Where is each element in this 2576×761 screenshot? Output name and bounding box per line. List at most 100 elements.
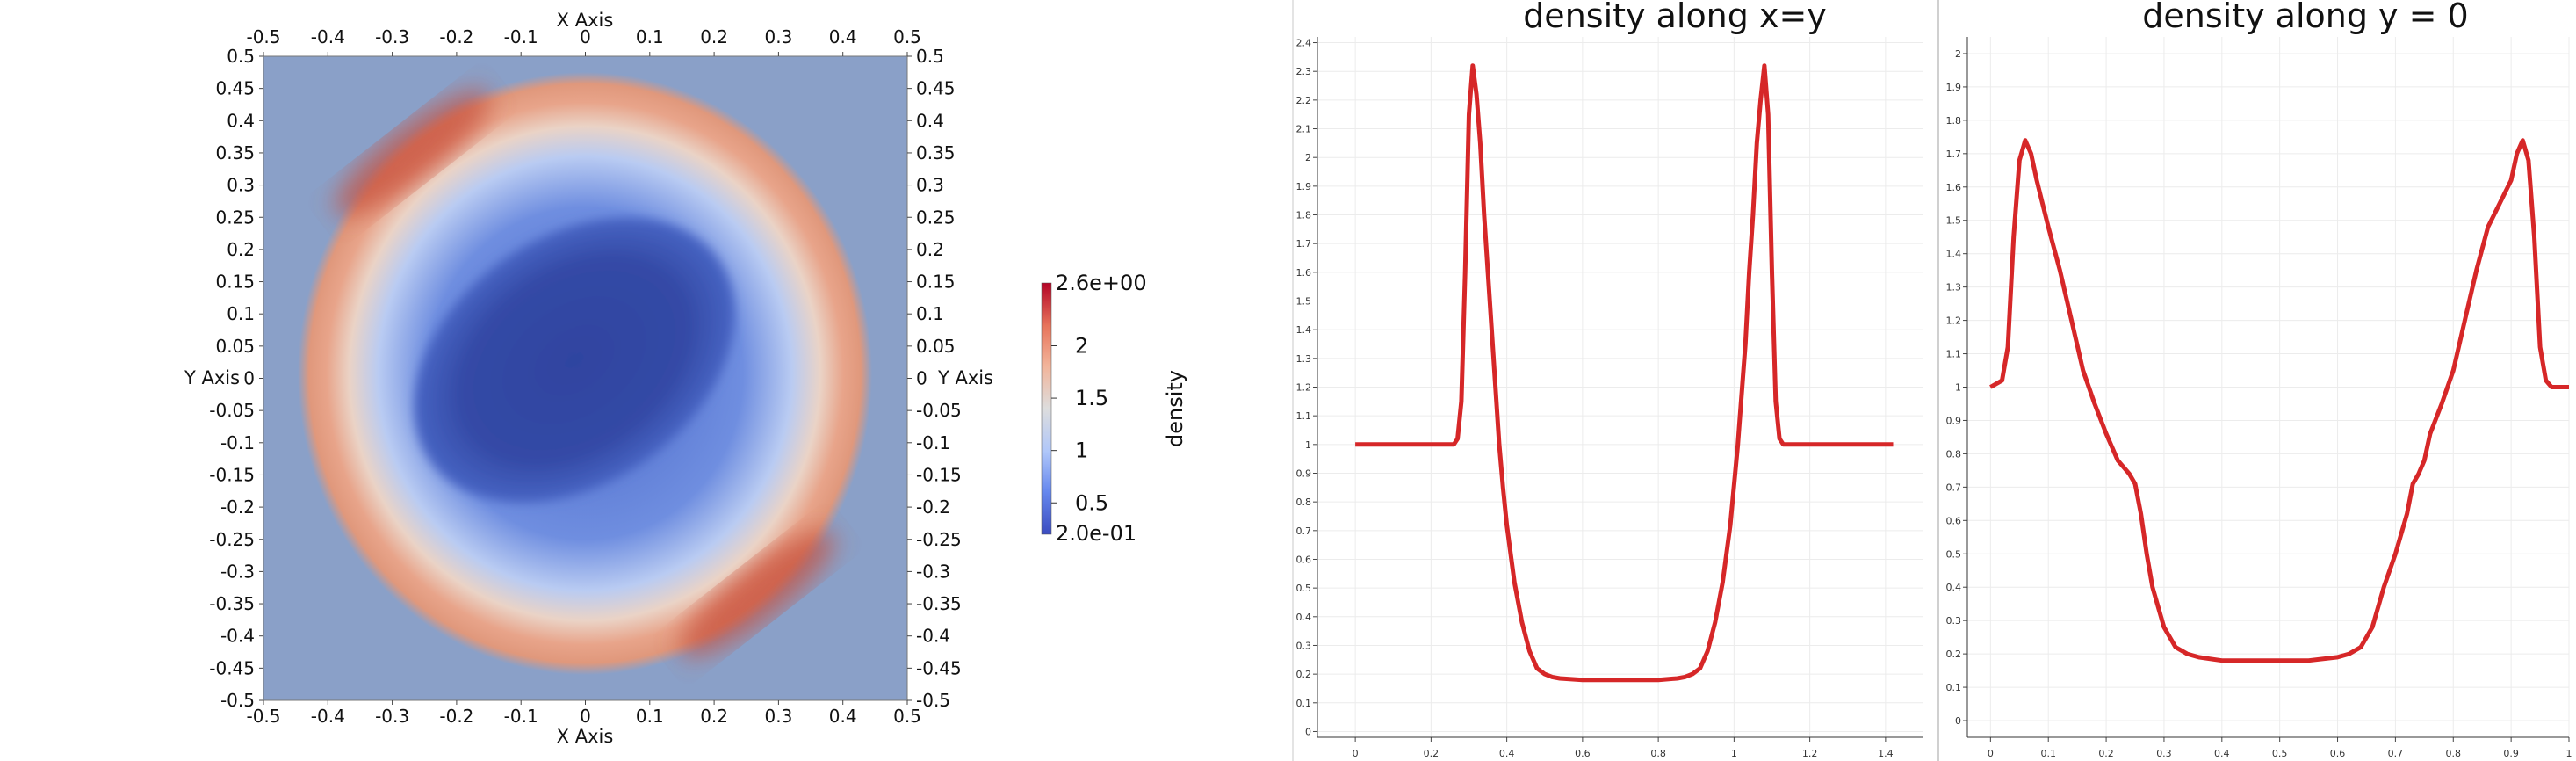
line-chart-diagonal-y-tick-label: 1.7 <box>1296 238 1312 250</box>
line-chart-diagonal-y-tick-label: 1.3 <box>1296 353 1312 365</box>
line-chart-y0-y-tick-label: 0.8 <box>1946 448 1962 460</box>
heatmap-y-tick-label-right: -0.35 <box>916 593 962 614</box>
heatmap-y-tick-label-left: 0.15 <box>215 272 255 293</box>
shock-ring-hot-sw <box>679 530 835 657</box>
line-chart-y0-x-tick-label: 0.4 <box>2214 748 2230 759</box>
heatmap-y-tick-label-right: 0.5 <box>916 46 944 67</box>
heatmap-y-tick-label-right: 0.1 <box>916 303 944 324</box>
heatmap-x-tick-label-bottom: 0.1 <box>636 706 664 727</box>
heatmap-x-tick-label-bottom: 0.3 <box>764 706 792 727</box>
heatmap-x-tick-label-top: 0 <box>580 26 591 47</box>
heatmap-y-tick-label-right: 0.15 <box>916 272 956 293</box>
colorbar-min-label: 2.0e-01 <box>1056 521 1136 546</box>
density-heatmap: -0.5 -0.5 -0.4 -0.4 -0.3 -0.3 -0.2 -0.2 -0.1 -0.1… <box>184 10 993 747</box>
heatmap-x-tick-label-top: 0.4 <box>829 26 857 47</box>
heatmap-y-tick-label-right: -0.4 <box>916 626 950 647</box>
heatmap-x-tick-label-bottom: 0.2 <box>700 706 728 727</box>
heatmap-y-tick-label-left: 0.2 <box>227 239 255 260</box>
colorbar-title: density <box>1163 370 1187 447</box>
line-chart-y0-x-tick-label: 0 <box>1988 748 1994 759</box>
heatmap-y-tick-label-right: -0.2 <box>916 496 950 518</box>
line-chart-y0-series <box>1989 138 2569 663</box>
heatmap-x-tick-label-bottom: -0.2 <box>439 706 473 727</box>
heatmap-y-tick-label-right: -0.25 <box>916 529 962 550</box>
heatmap-y-tick-label-right: -0.45 <box>916 657 962 678</box>
heatmap-x-axis-title-bottom: X Axis <box>557 726 614 747</box>
line-chart-diagonal-y-tick-label: 0.6 <box>1296 554 1312 565</box>
line-chart-y0-x-tick-label: 0.7 <box>2388 748 2404 759</box>
line-chart-diagonal-y-tick-label: 0 <box>1305 726 1311 737</box>
line-chart-diagonal-x-tick-label: 0 <box>1353 748 1359 759</box>
heatmap-y-tick-label-right: 0.35 <box>916 142 956 163</box>
line-chart-y0-y-tick-label: 1.9 <box>1946 82 1962 93</box>
line-chart-y0-y-tick-label: 0.6 <box>1946 515 1962 526</box>
line-chart-diagonal-y-tick-label: 2.4 <box>1296 38 1312 49</box>
line-chart-diagonal-y-tick-label: 0.2 <box>1296 669 1312 680</box>
line-chart-diagonal-y-tick-label: 0.7 <box>1296 525 1312 537</box>
line-chart-diagonal-y-tick-label: 1.6 <box>1296 267 1312 279</box>
heatmap-x-tick-label-top: -0.2 <box>439 26 473 47</box>
line-chart-y0-y-tick-label: 0.9 <box>1946 415 1962 426</box>
heatmap-y-axis-title-right: Y Axis <box>937 367 993 388</box>
colorbar-bar <box>1041 282 1052 535</box>
line-chart-diagonal-y-tick-label: 2.1 <box>1296 124 1312 135</box>
line-chart-diagonal-y-tick-label: 0.1 <box>1296 698 1312 709</box>
line-chart-diagonal-title: density along x=y <box>1523 0 1827 35</box>
line-chart-diagonal-y-tick-label: 0.8 <box>1296 496 1312 508</box>
line-chart-y0-title: density along y = 0 <box>2142 0 2468 35</box>
line-chart-diagonal-y-tick-label: 0.3 <box>1296 640 1312 651</box>
heatmap-y-tick-label-right: -0.5 <box>916 690 950 711</box>
heatmap-y-tick-label-left: -0.4 <box>220 626 255 647</box>
colorbar-tick-label: 1 <box>1075 438 1088 463</box>
line-chart-diagonal-y-tick-label: 1.5 <box>1296 296 1312 308</box>
line-chart-y0-y-tick-label: 0.4 <box>1946 582 1962 593</box>
line-chart-y0-y-tick-label: 1.5 <box>1946 215 1962 227</box>
line-chart-diagonal-y-tick-label: 1.1 <box>1296 410 1312 422</box>
heatmap-y-tick-label-left: -0.05 <box>209 400 255 421</box>
line-chart-diagonal-x-tick-label: 0.8 <box>1650 748 1666 759</box>
density-colorbar: 2 1.5 1 0.5 2.6e+00 2.0e-01 density <box>1041 271 1187 546</box>
heatmap-y-tick-label-right: 0.3 <box>916 175 944 196</box>
colorbar-max-label: 2.6e+00 <box>1056 271 1147 295</box>
heatmap-x-tick-label-top: -0.1 <box>504 26 538 47</box>
heatmap-y-tick-label-left: 0.3 <box>227 175 255 196</box>
heatmap-y-tick-label-right: -0.05 <box>916 400 962 421</box>
heatmap-y-tick-label-left: -0.1 <box>220 432 255 453</box>
line-chart-y0-y-tick-label: 0.7 <box>1946 482 1962 493</box>
line-chart-diagonal-y-tick-label: 1 <box>1305 439 1311 451</box>
line-chart-y0-y-tick-label: 1.8 <box>1946 115 1962 127</box>
line-chart-y0-y-tick-label: 1.6 <box>1946 182 1962 193</box>
heatmap-x-axis-title-top: X Axis <box>557 10 614 31</box>
line-chart-y0-y-tick-label: 1.2 <box>1946 315 1962 327</box>
heatmap-y-tick-label-right: -0.15 <box>916 464 962 485</box>
line-chart-diagonal-y-tick-label: 1.9 <box>1296 181 1312 192</box>
heatmap-x-tick-label-bottom: 0 <box>580 706 591 727</box>
heatmap-y-tick-label-left: 0.35 <box>215 142 255 163</box>
line-chart-diagonal-x-tick-label: 0.4 <box>1499 748 1515 759</box>
line-chart-diagonal-x-tick-label: 1 <box>1731 748 1737 759</box>
heatmap-x-tick-label-bottom: 0.5 <box>893 706 921 727</box>
heatmap-x-tick-label-bottom: -0.3 <box>375 706 409 727</box>
line-chart-y0-y-tick-label: 0.5 <box>1946 548 1962 560</box>
heatmap-x-tick-label-bottom: 0.4 <box>829 706 857 727</box>
heatmap-y-tick-label-left: 0.05 <box>215 336 255 357</box>
line-chart-y0-x-tick-label: 0.9 <box>2503 748 2519 759</box>
line-chart-y0-x-tick-label: 0.1 <box>2040 748 2056 759</box>
line-chart-diagonal-y-tick-label: 2.3 <box>1296 66 1312 77</box>
line-chart-diagonal-x-tick-label: 0.2 <box>1424 748 1440 759</box>
colorbar-tick-label: 2 <box>1075 334 1088 359</box>
heatmap-y-tick-label-left: 0.1 <box>227 303 255 324</box>
line-chart-diagonal-y-tick-label: 0.5 <box>1296 583 1312 594</box>
heatmap-y-tick-label-right: 0.4 <box>916 110 944 131</box>
heatmap-x-tick-label-top: -0.4 <box>311 26 345 47</box>
heatmap-x-tick-label-top: 0.1 <box>636 26 664 47</box>
line-chart-y0-y-tick-label: 0.2 <box>1946 649 1962 660</box>
heatmap-y-tick-label-left: -0.5 <box>220 690 255 711</box>
line-chart-y0: density along y = 0 0 0.1 0.2 0.3 0.4 0.5 0.6 0… <box>1946 0 2572 759</box>
heatmap-y-tick-label-right: -0.3 <box>916 561 950 582</box>
line-chart-diagonal-y-tick-label: 0.9 <box>1296 467 1312 479</box>
heatmap-y-tick-label-left: 0.4 <box>227 110 255 131</box>
heatmap-y-tick-label-right: 0.25 <box>916 207 956 228</box>
line-chart-y0-x-tick-label: 0.6 <box>2330 748 2346 759</box>
